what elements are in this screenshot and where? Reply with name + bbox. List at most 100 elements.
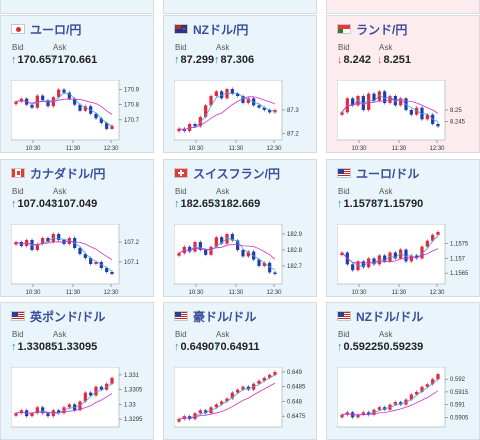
candle-body xyxy=(14,242,18,245)
candle-body xyxy=(257,380,261,384)
candle-body xyxy=(241,386,245,390)
arrow-up-icon: ↑ xyxy=(11,198,17,210)
arrow-up-icon: ↑ xyxy=(51,198,57,210)
arrow-up-icon: ↑ xyxy=(11,54,17,66)
currency-pair-link[interactable]: ユーロ/円 xyxy=(30,22,82,37)
candle-body xyxy=(57,89,61,98)
candle-body xyxy=(361,261,365,268)
candle-body xyxy=(198,117,202,127)
arrow-down-icon: ↓ xyxy=(337,54,343,66)
candle-body xyxy=(257,259,261,266)
currency-pair-link[interactable]: ランド/円 xyxy=(356,22,408,37)
candlestick-chart[interactable]: 0.649 0.6485 0.648 0.6475 xyxy=(174,367,308,439)
ask-value: ↑182.669 xyxy=(214,198,260,210)
bid-label: Bid xyxy=(12,43,24,52)
arrow-up-icon: ↑ xyxy=(174,198,180,210)
bid-value: ↑0.64907 xyxy=(174,341,220,353)
x-tick-label: 12:30 xyxy=(429,290,445,296)
candle-body xyxy=(177,253,181,256)
candle-body xyxy=(351,98,355,106)
currency-pair-link[interactable]: 豪ドル/ドル xyxy=(193,309,257,324)
rate-tile[interactable]: ランド/円 Bid Ask ↓8.242 ↓8.251 8.25 8.245 10:30 11:… xyxy=(326,15,480,153)
y-tick-label: 107.1 xyxy=(124,260,140,266)
currency-pair-link[interactable]: NZドル/ドル xyxy=(356,309,424,324)
bid-value: ↑1.15787 xyxy=(337,198,383,210)
arrow-up-icon: ↑ xyxy=(51,341,57,353)
candle-body xyxy=(188,246,192,252)
rate-tile[interactable]: 英ポンド/ドル Bid Ask ↑1.33085 ↑1.33095 1.331 1.3305… xyxy=(0,302,154,440)
tile-header: ユーロ/ドル xyxy=(337,166,420,181)
candle-body xyxy=(257,105,261,108)
x-tick-label: 12:30 xyxy=(429,146,445,152)
x-tick-label: 10:30 xyxy=(25,290,41,296)
candle-body xyxy=(78,104,82,111)
bid-label: Bid xyxy=(175,43,187,52)
candle-body xyxy=(431,379,435,385)
bid-value: ↑0.59225 xyxy=(337,341,383,353)
candle-body xyxy=(78,401,82,411)
arrow-up-icon: ↑ xyxy=(214,341,220,353)
candle-body xyxy=(372,93,376,101)
ask-number: 87.306 xyxy=(220,54,255,66)
bid-number: 1.15787 xyxy=(343,198,384,210)
candlestick-chart[interactable]: 1.331 1.3305 1.33 1.3295 xyxy=(11,367,145,439)
rate-tile[interactable]: NZドル/ドル Bid Ask ↑0.59225 ↑0.59239 0.592 0.5915… xyxy=(326,302,480,440)
currency-pair-link[interactable]: NZドル/円 xyxy=(193,22,249,37)
candle-body xyxy=(377,255,381,265)
ca-flag-icon xyxy=(11,168,25,178)
candlestick-chart[interactable]: 1.1575 1.157 1.1565 10:30 11:30 12:30 xyxy=(337,224,471,296)
candlestick-chart[interactable]: 170.9 170.8 170.7 10:30 11:30 12:30 xyxy=(11,80,145,152)
ask-value: ↑87.306 xyxy=(214,54,254,66)
candle-body xyxy=(214,404,218,408)
ma-long-line xyxy=(15,240,113,261)
candle-body xyxy=(198,242,202,250)
jp-flag-icon xyxy=(11,24,25,34)
candle-body xyxy=(262,262,266,266)
candle-body xyxy=(367,93,371,110)
ask-number: 0.59239 xyxy=(383,341,424,353)
currency-pair-link[interactable]: 英ポンド/ドル xyxy=(30,309,106,324)
candlestick-chart[interactable]: 0.592 0.5915 0.591 0.5905 xyxy=(337,367,471,439)
candlestick-chart[interactable]: 87.3 87.2 10:30 11:30 12:30 xyxy=(174,80,308,152)
candle-body xyxy=(436,124,440,127)
rate-tile[interactable]: NZドル/円 Bid Ask ↑87.299 ↑87.306 87.3 87.2 10:30 1… xyxy=(163,15,317,153)
candlestick-chart[interactable]: 8.25 8.245 10:30 11:30 12:30 xyxy=(337,80,471,152)
ask-value: ↑107.049 xyxy=(51,198,97,210)
bid-number: 0.64907 xyxy=(180,341,221,353)
tile-header: カナダドル/円 xyxy=(11,166,106,181)
candle-body xyxy=(46,238,50,242)
currency-pair-link[interactable]: カナダドル/円 xyxy=(30,166,106,181)
candle-body xyxy=(273,110,277,113)
candle-body xyxy=(198,410,202,414)
candle-body xyxy=(268,262,272,273)
y-tick-label: 8.245 xyxy=(450,120,466,126)
ask-number: 1.33095 xyxy=(57,341,98,353)
bid-label: Bid xyxy=(175,330,187,339)
rate-tile[interactable]: ユーロ/ドル Bid Ask ↑1.15787 ↑1.15790 1.1575 1.157 1… xyxy=(326,159,480,297)
ask-number: 182.669 xyxy=(220,198,261,210)
x-tick-label: 10:30 xyxy=(188,290,204,296)
x-tick-label: 10:30 xyxy=(351,290,367,296)
candle-body xyxy=(46,100,50,107)
candle-body xyxy=(425,114,429,120)
y-tick-label: 0.649 xyxy=(287,370,303,376)
candlestick-chart[interactable]: 182.9 182.8 182.7 10:30 11:30 12:30 xyxy=(174,224,308,296)
tile-header: スイスフラン/円 xyxy=(174,166,280,181)
rate-tile[interactable]: カナダドル/円 Bid Ask ↑107.043 ↑107.049 107.2 107.1 1… xyxy=(0,159,154,297)
rate-tile[interactable]: ユーロ/円 Bid Ask ↑170.657 ↑170.661 170.9 170.8 170… xyxy=(0,15,154,153)
za-flag-icon xyxy=(337,24,351,34)
ch-flag-icon xyxy=(174,168,188,178)
candlestick-chart[interactable]: 107.2 107.1 10:30 11:30 12:30 xyxy=(11,224,145,296)
rate-tile[interactable]: 豪ドル/ドル Bid Ask ↑0.64907 ↑0.64911 0.649 0.6485 0… xyxy=(163,302,317,440)
currency-pair-link[interactable]: ユーロ/ドル xyxy=(356,166,420,181)
y-tick-label: 0.5905 xyxy=(450,415,469,421)
arrow-up-icon: ↑ xyxy=(377,198,383,210)
rate-tile[interactable]: スイスフラン/円 Bid Ask ↑182.653 ↑182.669 182.9 182.8… xyxy=(163,159,317,297)
arrow-up-icon: ↑ xyxy=(11,341,17,353)
y-tick-label: 0.592 xyxy=(450,377,466,383)
currency-pair-link[interactable]: スイスフラン/円 xyxy=(193,166,280,181)
gb-us-flag-icon xyxy=(11,311,25,321)
candle-body xyxy=(83,392,87,402)
candle-body xyxy=(236,389,240,393)
ask-label: Ask xyxy=(53,330,67,339)
